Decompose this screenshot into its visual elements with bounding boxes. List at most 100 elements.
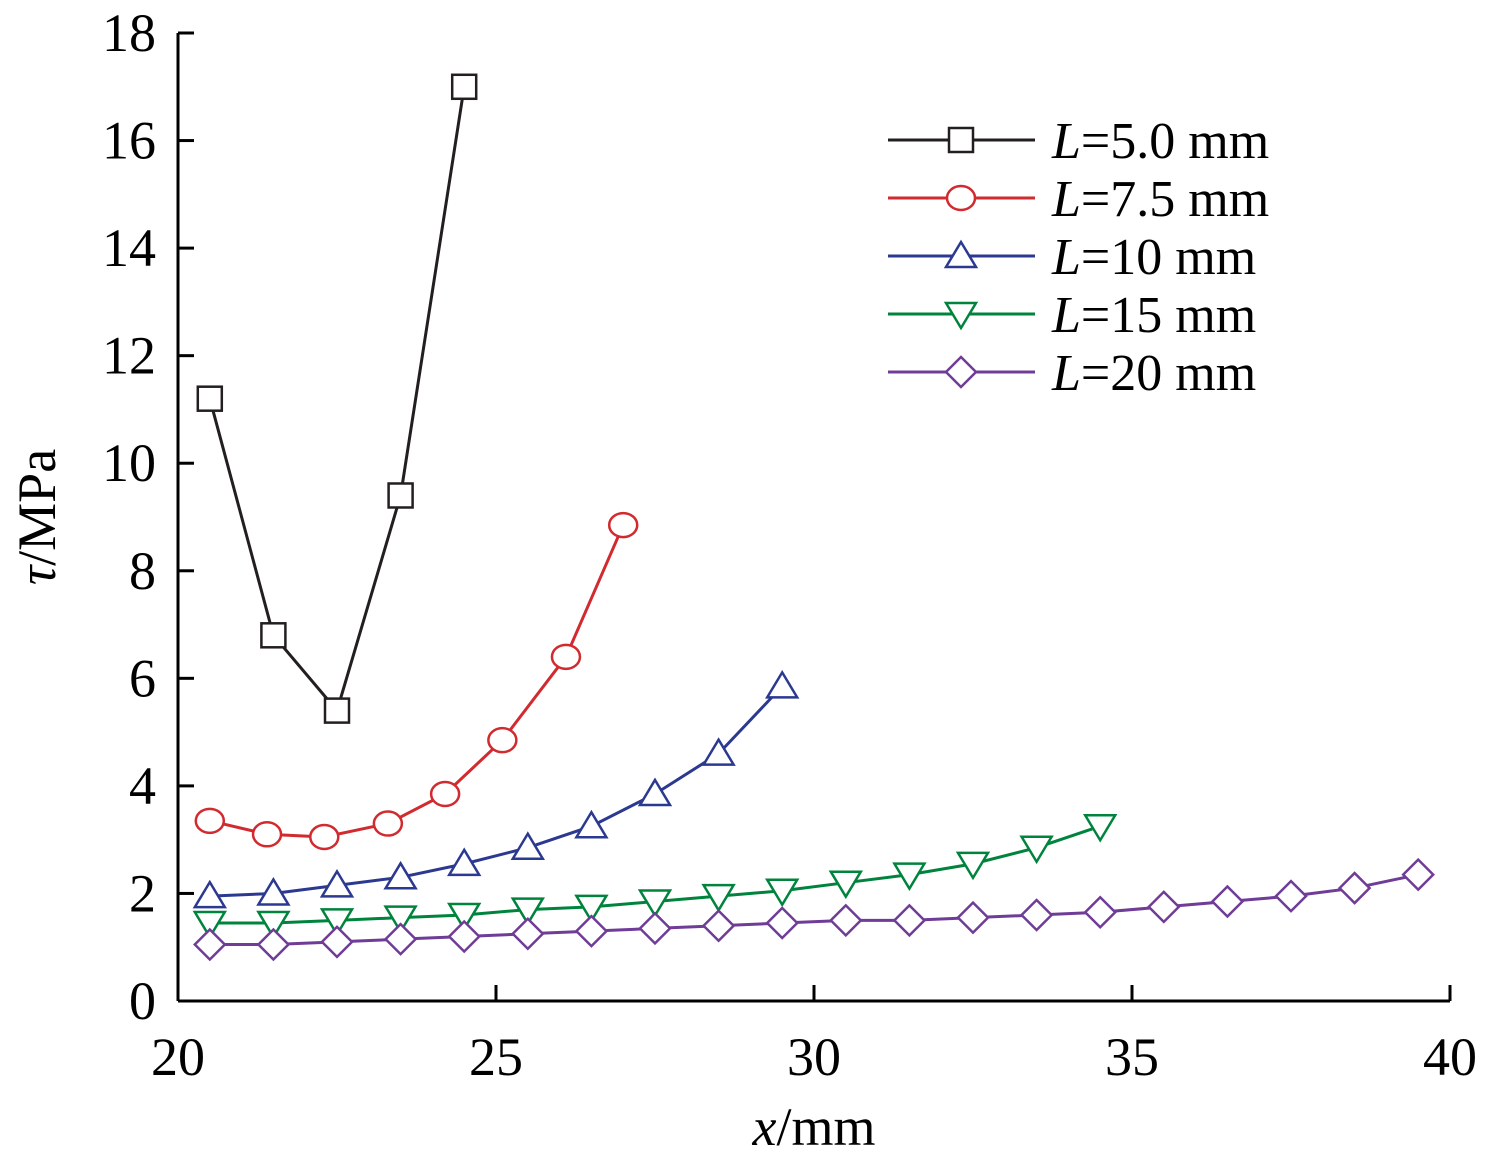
data-point xyxy=(701,737,736,766)
legend-item-1: L=7.5 mm xyxy=(888,171,1269,228)
legend-marker xyxy=(943,301,979,331)
data-point xyxy=(450,73,478,101)
data-point xyxy=(1082,813,1118,843)
data-point xyxy=(892,862,927,892)
data-point xyxy=(196,385,224,412)
x-tick-label: 40 xyxy=(1423,1027,1477,1087)
y-tick-label: 14 xyxy=(102,218,156,278)
data-point xyxy=(956,900,990,935)
legend-marker xyxy=(944,355,978,389)
x-tick-label: 35 xyxy=(1105,1027,1159,1087)
data-point xyxy=(429,780,461,808)
series-layer xyxy=(192,73,1435,962)
series-2 xyxy=(192,669,800,909)
x-axis-label-unit: /mm xyxy=(776,1097,875,1157)
data-point xyxy=(256,910,291,940)
data-point xyxy=(637,777,673,807)
legend: L=5.0 mmL=7.5 mmL=10 mmL=15 mmL=20 mm xyxy=(888,113,1269,402)
series-line xyxy=(208,86,466,714)
series-3 xyxy=(192,813,1118,940)
legend-label-var: L xyxy=(1051,287,1081,344)
data-point xyxy=(251,821,283,848)
data-point xyxy=(192,910,228,940)
data-point xyxy=(574,809,609,839)
data-point xyxy=(1210,884,1245,919)
series-1 xyxy=(194,511,639,851)
data-point xyxy=(309,823,340,851)
data-point xyxy=(510,897,546,927)
legend-label-var: L xyxy=(1051,345,1081,402)
legend-label-rest: =10 mm xyxy=(1081,229,1256,286)
data-point xyxy=(764,878,800,908)
data-point xyxy=(510,831,546,860)
data-point xyxy=(323,697,351,724)
legend-marker xyxy=(947,126,975,154)
series-4 xyxy=(193,857,1435,962)
y-axis-label-var: τ xyxy=(7,564,67,585)
y-axis-label: τ/MPa xyxy=(7,449,67,585)
legend-label-rest: =7.5 mm xyxy=(1081,171,1269,228)
y-tick-label: 18 xyxy=(102,3,156,63)
data-point xyxy=(637,889,673,918)
legend-label-var: L xyxy=(1051,229,1081,286)
data-point xyxy=(256,877,291,906)
legend-item-0: L=5.0 mm xyxy=(888,113,1269,170)
y-tick-label: 6 xyxy=(129,648,156,708)
data-point xyxy=(701,883,736,913)
data-point xyxy=(319,908,355,937)
data-point xyxy=(194,807,226,835)
data-point xyxy=(446,847,482,877)
y-tick-label: 0 xyxy=(129,971,156,1031)
legend-item-2: L=10 mm xyxy=(888,229,1256,286)
y-tick-label: 16 xyxy=(102,111,156,171)
data-point xyxy=(1147,890,1181,924)
data-point xyxy=(383,905,418,935)
data-point xyxy=(487,726,518,754)
data-point xyxy=(607,511,639,539)
legend-label: L=5.0 mm xyxy=(1051,113,1269,170)
legend-label-rest: =20 mm xyxy=(1081,345,1256,402)
data-point xyxy=(550,643,582,671)
y-tick-label: 12 xyxy=(102,326,156,386)
data-point xyxy=(1274,879,1308,913)
legend-item-3: L=15 mm xyxy=(888,287,1256,344)
data-point xyxy=(1019,835,1054,865)
data-point xyxy=(383,922,418,956)
data-point xyxy=(256,927,291,962)
data-point xyxy=(192,879,228,909)
data-point xyxy=(828,870,864,900)
axes: 0 2 4 6 8 10 12 14 16 18 20 25 30 35 40 xyxy=(102,3,1477,1087)
data-point xyxy=(701,908,736,943)
legend-item-4: L=20 mm xyxy=(888,345,1256,402)
data-point xyxy=(193,927,227,962)
legend-label-var: L xyxy=(1051,113,1081,170)
data-point xyxy=(574,914,609,948)
data-point xyxy=(320,925,354,959)
y-tick-label: 4 xyxy=(129,756,156,816)
y-tick-label: 10 xyxy=(102,433,156,493)
x-axis-label: x/mm xyxy=(752,1097,876,1157)
y-axis-label-unit: /MPa xyxy=(7,449,67,566)
data-point xyxy=(892,903,927,938)
data-point xyxy=(372,810,404,837)
legend-label: L=7.5 mm xyxy=(1051,171,1269,228)
x-axis-label-var: x xyxy=(752,1097,777,1157)
legend-label: L=15 mm xyxy=(1051,287,1256,344)
data-point xyxy=(1401,857,1435,892)
legend-marker xyxy=(945,184,977,212)
legend-label-var: L xyxy=(1051,171,1081,228)
data-point xyxy=(574,894,609,924)
legend-label: L=10 mm xyxy=(1051,229,1256,286)
data-point xyxy=(511,917,545,951)
data-point xyxy=(1019,898,1054,932)
data-point xyxy=(829,903,863,938)
data-point xyxy=(387,482,414,509)
x-tick-label: 20 xyxy=(151,1027,205,1087)
data-point xyxy=(1337,871,1372,905)
series-0 xyxy=(196,73,478,724)
data-point xyxy=(447,919,481,954)
x-tick-label: 30 xyxy=(787,1027,841,1087)
data-point xyxy=(383,860,418,890)
data-point xyxy=(446,902,482,932)
